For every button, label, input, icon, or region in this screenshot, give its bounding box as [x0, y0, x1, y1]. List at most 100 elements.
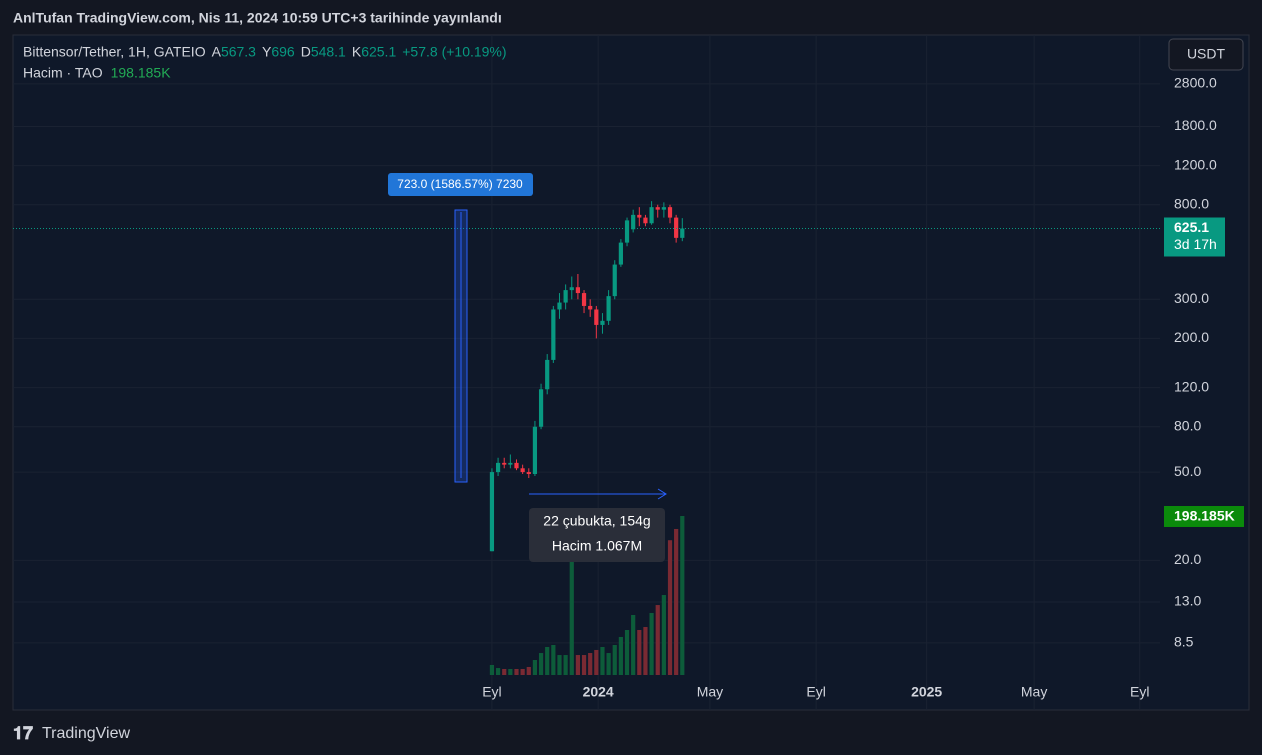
x-tick-label: Eyl [806, 684, 825, 700]
candle-body [667, 207, 673, 218]
candle-body [495, 462, 501, 473]
volume-bar [612, 644, 617, 675]
candle-body [588, 305, 593, 310]
volume-bar [563, 655, 568, 675]
y-tick-label: 800.0 [1174, 195, 1209, 211]
volume-bar [551, 644, 556, 675]
y-tick-label: 300.0 [1174, 290, 1209, 306]
x-tick-label: May [1021, 684, 1047, 700]
tooltip-volume: Hacim 1.067M [552, 538, 642, 554]
legend-text: +57.8 (+10.19%) [402, 44, 506, 60]
volume-bar [489, 664, 495, 675]
candle-body [643, 217, 648, 224]
candle-body [532, 426, 538, 475]
logo-mark: 𝟏𝟕 [13, 723, 33, 743]
candle-body [618, 242, 623, 265]
price-label: 625.1 [1174, 219, 1209, 235]
volume-bar [618, 636, 623, 675]
volume-bar [526, 666, 531, 675]
legend-text: Hacim · TAO [23, 65, 103, 81]
countdown: 3d 17h [1174, 236, 1217, 252]
candle-body [649, 207, 654, 224]
volume-bar [674, 528, 679, 675]
candle-body [661, 207, 666, 210]
volume-bar [643, 627, 648, 675]
volume-bar [569, 530, 574, 675]
candle-body [594, 309, 599, 325]
candle-body [600, 320, 605, 325]
candle-body [680, 228, 685, 238]
legend: Bittensor/Tether, 1H, GATEIO A 567.3 Y 696 D 5… [23, 44, 507, 81]
currency-label[interactable]: USDT [1187, 46, 1226, 62]
volume-bar [557, 655, 562, 675]
volume-bar [594, 649, 599, 675]
volume-bar [680, 515, 685, 675]
legend-text: A [212, 44, 222, 60]
legend-text: 567.3 [221, 44, 256, 60]
candle-body [545, 359, 550, 390]
volume-bar [649, 612, 654, 675]
candle-body [538, 389, 544, 427]
volume-bar [624, 629, 630, 675]
candle-body [581, 293, 587, 306]
volume-label-bg [1164, 505, 1244, 527]
candle-body [502, 462, 507, 465]
candle-body [674, 217, 679, 238]
volume-bar [545, 646, 550, 675]
candle-body [551, 309, 556, 360]
tooltip-bars: 22 çubukta, 154g [543, 513, 650, 529]
candle-body [569, 287, 574, 291]
candle-body [514, 462, 519, 469]
volume-bar [514, 668, 519, 675]
legend-text: Y [262, 44, 272, 60]
range-label-bg [388, 173, 533, 196]
volume-bar [502, 668, 507, 675]
price-label-bg [1164, 217, 1225, 257]
candle-body [624, 220, 630, 243]
y-tick-label: 80.0 [1174, 417, 1201, 433]
volume-bar [532, 659, 538, 675]
legend-text: Bittensor/Tether, 1H, GATEIO [23, 44, 206, 60]
x-tick-label: 2025 [911, 684, 942, 700]
candle-body [563, 290, 568, 303]
grid: 2800.0 1800.0 1200.0 800.0 300.0 200.0 120.0 80… [13, 35, 1217, 710]
volume-bar [495, 668, 501, 675]
volume-bar [600, 646, 605, 675]
legend-text: 548.1 [311, 44, 346, 60]
y-tick-label: 13.0 [1174, 593, 1201, 609]
candle-body [655, 207, 660, 210]
x-tick-label: Eyl [1130, 684, 1149, 700]
y-tick-label: 120.0 [1174, 378, 1209, 394]
legend-text: 696 [271, 44, 295, 60]
candle-body [526, 472, 531, 475]
volume-bar [588, 653, 593, 675]
candle-body [631, 214, 636, 230]
legend-text: 198.185K [111, 65, 172, 81]
arrow-head [657, 488, 667, 500]
y-tick-label: 200.0 [1174, 329, 1209, 345]
currency-button[interactable] [1168, 38, 1244, 71]
brand: TradingView [42, 725, 130, 742]
publisher: AnlTufan TradingView.com, Nis 11, 2024 1… [13, 10, 502, 26]
y-tick-label: 1200.0 [1174, 156, 1217, 172]
y-tick-label: 50.0 [1174, 463, 1201, 479]
candle-body [489, 472, 495, 552]
x-tick-label: 2024 [583, 684, 614, 700]
volume-bar [520, 668, 525, 675]
y-tick-label: 2800.0 [1174, 75, 1217, 91]
candle-body [575, 287, 581, 294]
chart-pane [12, 34, 1250, 711]
volume-bar [606, 653, 611, 675]
range-label: 723.0 (1586.57%) 7230 [397, 177, 523, 191]
candle-body [520, 468, 525, 473]
y-tick-label: 1800.0 [1174, 117, 1217, 133]
volume-bar [631, 614, 636, 675]
y-tick-label: 8.5 [1174, 634, 1194, 650]
volume-bar [538, 653, 544, 675]
legend-text: 625.1 [361, 44, 396, 60]
x-tick-label: Eyl [482, 684, 501, 700]
volume-label: 198.185K [1174, 508, 1235, 524]
candle-body [557, 302, 562, 310]
y-tick-label: 20.0 [1174, 551, 1201, 567]
